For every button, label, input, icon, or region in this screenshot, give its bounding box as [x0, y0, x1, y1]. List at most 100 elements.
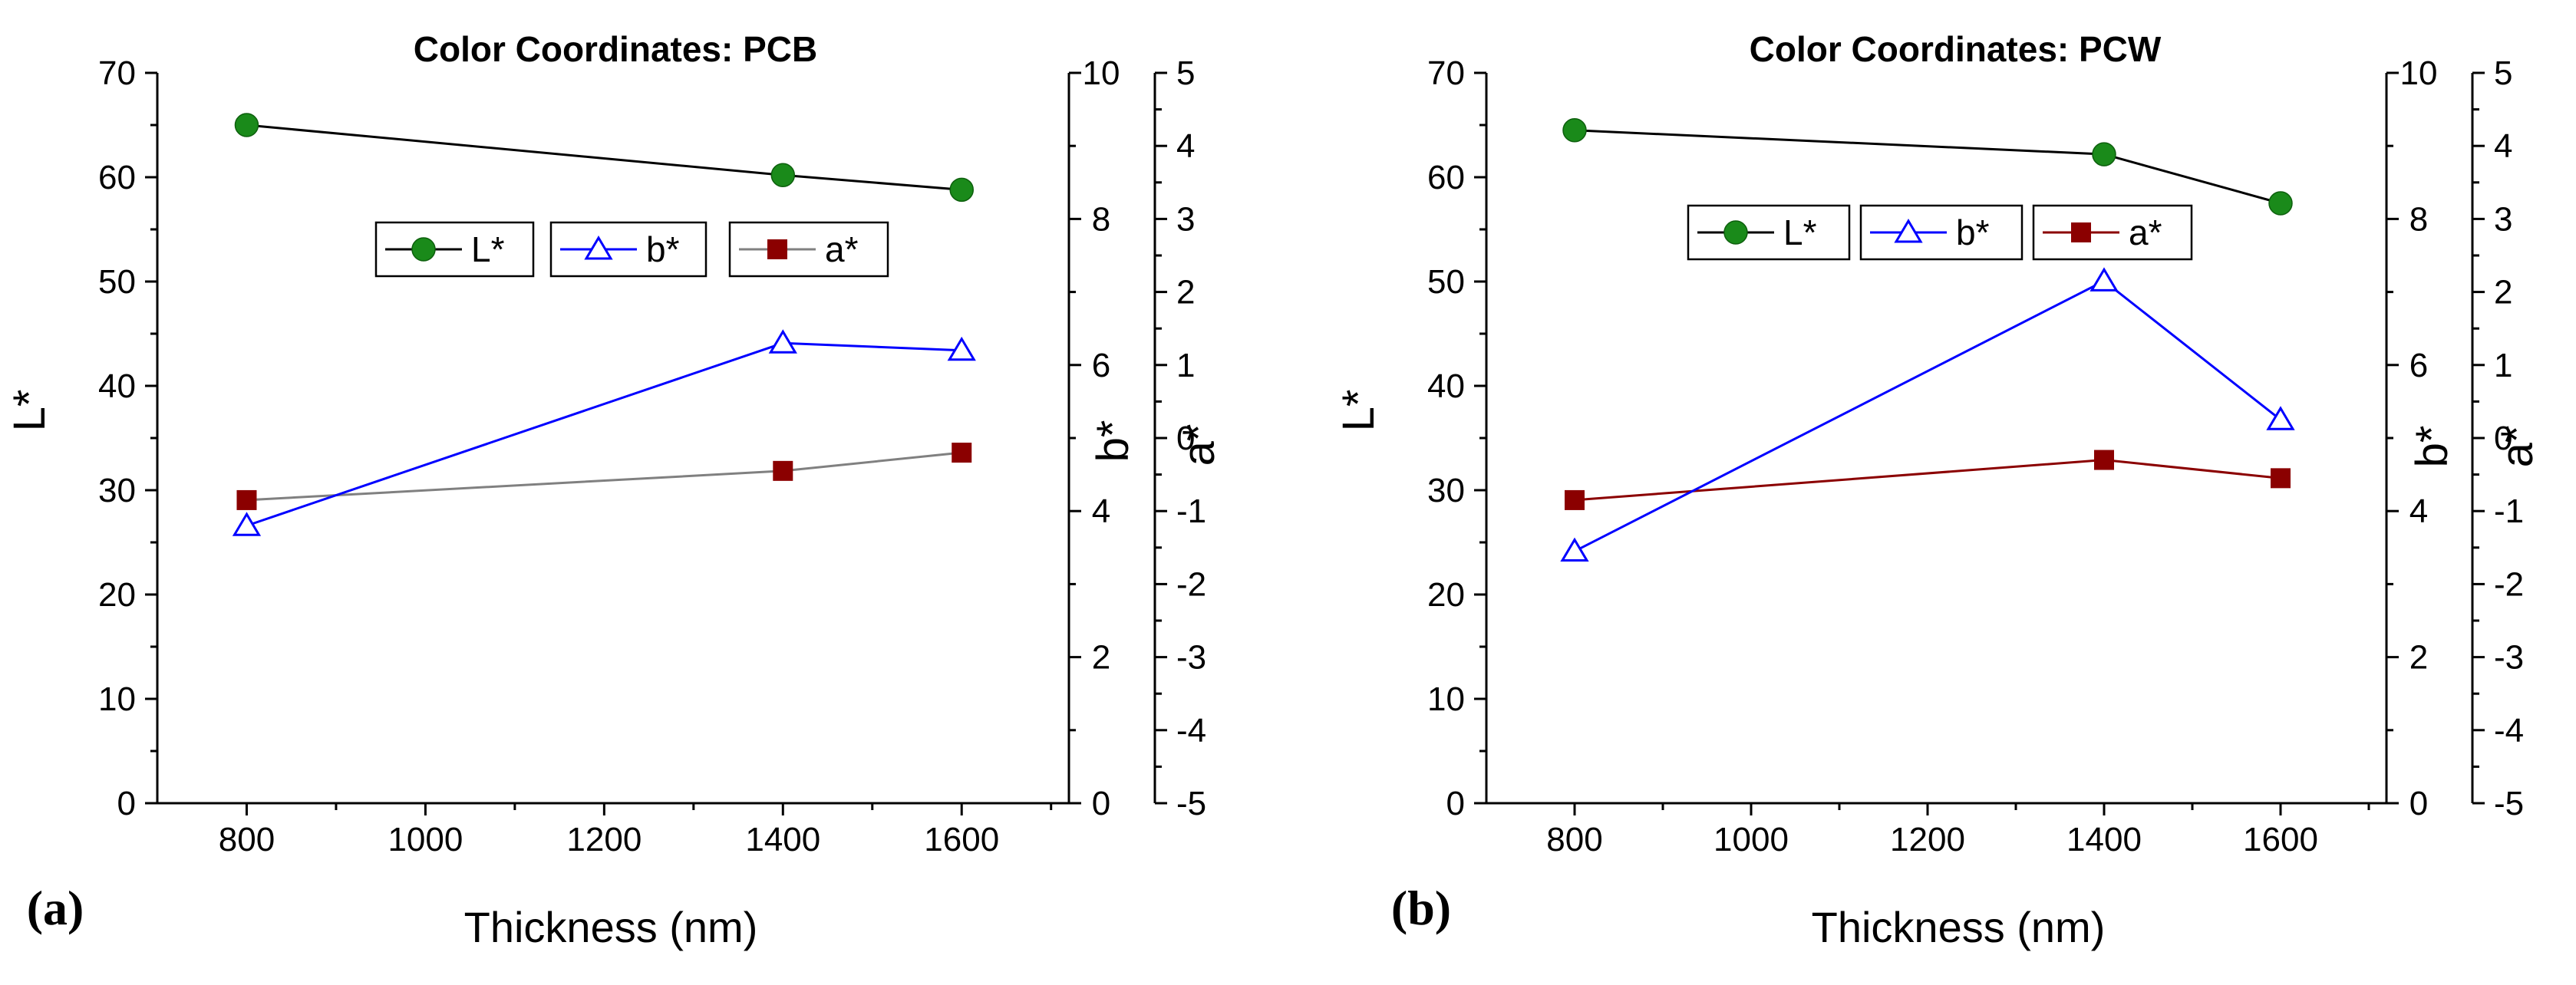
legend-item-b: b* [1859, 204, 2024, 261]
b-axis-label: b* [1088, 420, 1138, 463]
panel-label: (b) [1391, 881, 1451, 935]
data-point-L [2268, 191, 2293, 216]
b-tick-label: 0 [1092, 785, 1110, 822]
a-tick-label: -5 [2494, 785, 2524, 822]
b-tick-label: 2 [2409, 639, 2428, 677]
a-tick-label: 4 [1176, 127, 1195, 165]
legend-marker [411, 237, 436, 262]
data-point-b [947, 336, 976, 361]
legend-label: b* [646, 229, 680, 269]
b-tick-label: 8 [2409, 200, 2428, 238]
l-tick-label: 50 [1427, 263, 1465, 301]
x-axis-label: Thickness (nm) [464, 903, 758, 951]
data-point-a [2094, 450, 2114, 470]
a-tick-label: -1 [1176, 492, 1206, 530]
l-tick-label: 30 [1427, 472, 1465, 509]
data-point-a [2271, 468, 2291, 489]
legend-item-a: a* [728, 221, 889, 278]
a-tick-label: -2 [1176, 565, 1206, 603]
a-tick-label: -3 [2494, 639, 2524, 677]
legend-label: b* [1956, 212, 1990, 252]
a-tick-label: -1 [2494, 492, 2524, 530]
data-point-a [952, 443, 972, 463]
legend-label: L* [471, 229, 505, 269]
x-tick-label: 1000 [388, 821, 463, 858]
data-point-b [2266, 406, 2295, 430]
legend-marker [767, 239, 787, 259]
b-tick-label: 10 [1083, 54, 1120, 92]
a-tick-label: 4 [2494, 127, 2512, 165]
chart-panel-a: 800 1000 1200 1400 1600010203040506070024681… [5, 29, 1224, 951]
a-axis-label: a* [1174, 424, 1224, 466]
l-tick-label: 60 [98, 159, 136, 196]
data-point-b [1560, 537, 1589, 562]
l-tick-label: 0 [1446, 785, 1465, 822]
x-tick-label: 1200 [1890, 821, 1965, 858]
data-point-L [2092, 142, 2116, 166]
b-axis-label: b* [2407, 426, 2457, 468]
x-tick-label: 800 [219, 821, 275, 858]
b-tick-label: 8 [1092, 200, 1110, 238]
a-tick-label: -4 [1176, 712, 1206, 749]
a-tick-label: 1 [2494, 347, 2512, 384]
b-tick-label: 4 [1092, 492, 1110, 530]
data-point-b [2089, 267, 2119, 292]
a-tick-label: 3 [2494, 200, 2512, 238]
l-tick-label: 40 [98, 367, 136, 405]
series-line-b [246, 341, 962, 527]
series-line-a [246, 451, 962, 502]
legend-item-L: L* [374, 221, 535, 278]
a-tick-label: 3 [1176, 200, 1195, 238]
b-tick-label: 2 [1092, 639, 1110, 677]
data-point-L [234, 113, 259, 137]
legend-item-L: L* [1687, 204, 1851, 261]
l-tick-label: 70 [98, 54, 136, 92]
b-tick-label: 10 [2400, 54, 2438, 92]
l-tick-label: 10 [98, 680, 136, 718]
legend-marker [1894, 219, 1923, 243]
b-tick-label: 6 [1092, 347, 1110, 384]
l-tick-label: 70 [1427, 54, 1465, 92]
a-tick-label: 0 [2494, 420, 2512, 457]
l-tick-label: 0 [117, 785, 136, 822]
data-point-b [232, 512, 262, 536]
l-tick-label: 30 [98, 472, 136, 509]
a-tick-label: -4 [2494, 712, 2524, 749]
a-tick-label: 2 [1176, 274, 1195, 311]
series-line-a [1574, 459, 2281, 502]
data-point-b [768, 329, 797, 354]
a-axis-label: a* [2492, 426, 2542, 468]
legend-label: a* [2129, 212, 2162, 252]
a-tick-label: -3 [1176, 639, 1206, 677]
chart-title: Color Coordinates: PCW [1750, 29, 2162, 69]
x-tick-label: 1600 [2243, 821, 2318, 858]
x-tick-label: 1000 [1713, 821, 1789, 858]
a-tick-label: 5 [2494, 54, 2512, 92]
series-line-b [1574, 279, 2281, 552]
b-tick-label: 6 [2409, 347, 2428, 384]
l-tick-label: 40 [1427, 367, 1465, 405]
l-tick-label: 20 [98, 576, 136, 614]
data-point-L [949, 177, 974, 203]
a-tick-label: -5 [1176, 785, 1206, 822]
chart-panel-b: 800 1000 1200 1400 1600010203040506070024681… [1334, 29, 2542, 951]
legend-label: a* [825, 229, 859, 269]
data-point-L [1562, 118, 1587, 143]
legend-marker [1723, 220, 1748, 245]
a-tick-label: 2 [2494, 274, 2512, 311]
x-tick-label: 1400 [745, 821, 820, 858]
legend-label: L* [1783, 212, 1817, 252]
series-line-L [246, 124, 962, 191]
a-tick-label: 5 [1176, 54, 1195, 92]
legend-item-b: b* [549, 221, 707, 278]
data-point-a [773, 460, 793, 481]
data-point-a [236, 489, 257, 510]
b-tick-label: 4 [2409, 492, 2428, 530]
series-line-L [1574, 129, 2281, 205]
x-tick-label: 1600 [924, 821, 999, 858]
l-axis-label: L* [5, 390, 54, 432]
legend-item-a: a* [2032, 204, 2193, 261]
b-tick-label: 0 [2409, 785, 2428, 822]
data-point-a [1565, 489, 1585, 510]
